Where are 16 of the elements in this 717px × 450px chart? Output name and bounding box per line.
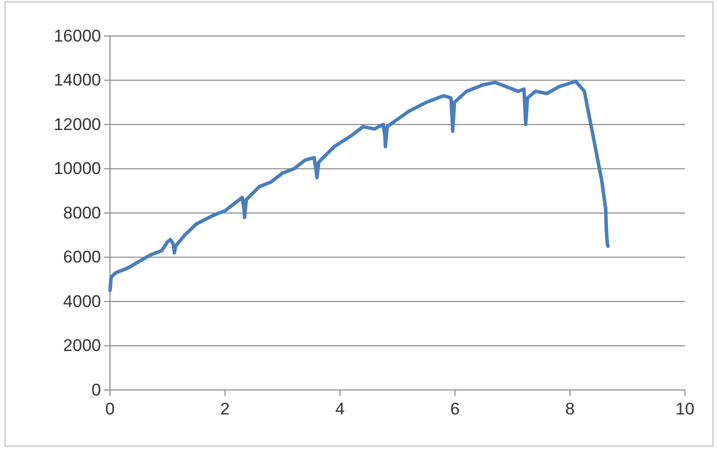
x-tick-label: 0 bbox=[105, 399, 115, 418]
x-tick-label: 2 bbox=[220, 399, 230, 418]
y-tick-label: 12000 bbox=[54, 114, 101, 134]
y-tick-label: 16000 bbox=[54, 26, 101, 46]
y-tick-label: 10000 bbox=[54, 159, 101, 178]
line-series bbox=[108, 80, 610, 292]
x-tick-label: 6 bbox=[450, 399, 460, 418]
y-tick-label: 8000 bbox=[63, 203, 101, 222]
x-tick-label: 4 bbox=[335, 399, 345, 418]
y-tick-label: 6000 bbox=[63, 248, 101, 267]
x-tick-label: 10 bbox=[676, 399, 694, 418]
y-tick-label: 0 bbox=[92, 380, 101, 400]
y-tick-label: 2000 bbox=[63, 336, 101, 356]
y-tick-label: 4000 bbox=[63, 292, 101, 311]
x-tick-label: 8 bbox=[565, 399, 575, 418]
y-tick-label: 14000 bbox=[54, 70, 101, 90]
